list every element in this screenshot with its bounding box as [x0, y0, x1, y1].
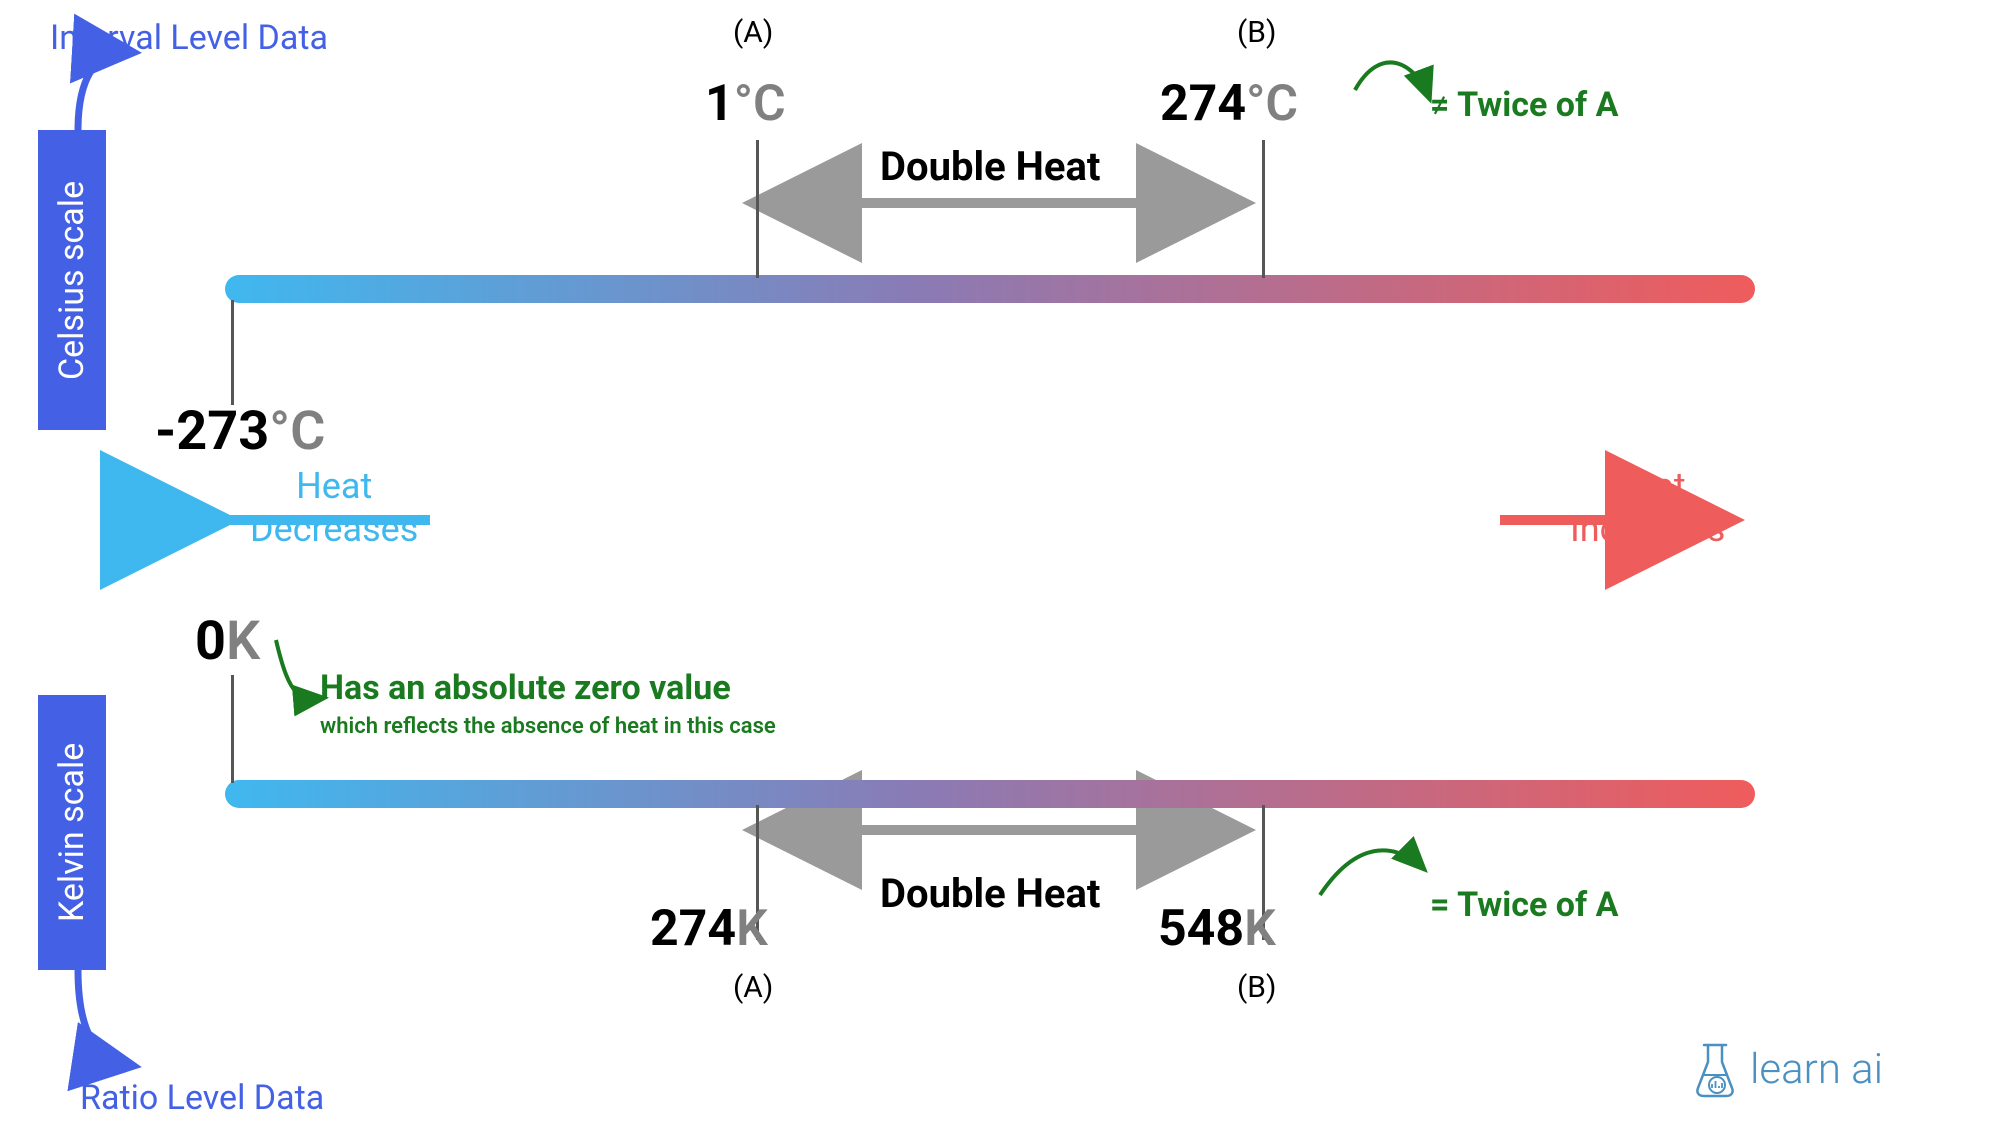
celsius-start-unit: °C: [269, 400, 325, 463]
heat-dec-l1: Heat: [296, 465, 372, 507]
kelvin-gradient-bar: [225, 780, 1755, 808]
kelvin-a-num: 274: [650, 900, 736, 958]
heat-inc-l1: Heat: [1610, 465, 1686, 507]
neq-symbol: ≠: [1430, 85, 1450, 125]
celsius-a-label: 1°C: [705, 75, 786, 133]
kelvin-twice-annot: = Twice of A: [1430, 885, 1618, 925]
celsius-start-label: -273°C: [155, 400, 325, 463]
flask-icon: [1690, 1040, 1740, 1098]
celsius-gradient-bar: [225, 275, 1755, 303]
celsius-start-tick: [231, 300, 234, 405]
zero-annot-l2: which reflects the absence of heat in th…: [320, 714, 776, 739]
eq-symbol: =: [1430, 885, 1450, 925]
celsius-a-tick: [756, 140, 759, 278]
kelvin-start-tick: [231, 675, 234, 783]
kelvin-start-num: 0: [195, 610, 226, 673]
heat-increases: Heat Increases: [1570, 465, 1725, 551]
celsius-start-num: -273: [155, 400, 269, 463]
celsius-a-unit: °C: [734, 75, 786, 133]
kelvin-b-unit: K: [1244, 900, 1276, 958]
kelvin-b-num: 548: [1158, 900, 1244, 958]
celsius-b-num: 274: [1160, 75, 1246, 133]
kelvin-b-label: 548K: [1158, 900, 1276, 958]
kelvin-a-label: 274K: [650, 900, 768, 958]
heat-decreases: Heat Decreases: [250, 465, 418, 551]
ratio-level-label: Ratio Level Data: [80, 1078, 324, 1118]
kelvin-scale-box: Kelvin scale: [38, 695, 106, 970]
kelvin-a-paren: (A): [733, 970, 773, 1005]
celsius-double-heat: Double Heat: [880, 143, 1100, 190]
heat-inc-l2: Increases: [1570, 508, 1725, 550]
celsius-b-label: 274°C: [1160, 75, 1298, 133]
interval-level-label: Interval Level Data: [50, 18, 328, 58]
logo-text: learn ai: [1750, 1045, 1883, 1094]
zero-annot-l1: Has an absolute zero value: [320, 668, 776, 708]
kelvin-double-heat: Double Heat: [880, 870, 1100, 917]
celsius-scale-box: Celsius scale: [38, 130, 106, 430]
celsius-annot-text: Twice of A: [1450, 85, 1619, 125]
celsius-twice-annot: ≠ Twice of A: [1430, 85, 1618, 125]
kelvin-annot-text: Twice of A: [1450, 885, 1619, 925]
kelvin-b-paren: (B): [1237, 970, 1276, 1005]
kelvin-a-unit: K: [736, 900, 768, 958]
celsius-a-num: 1: [705, 75, 734, 133]
celsius-b-tick: [1262, 140, 1265, 278]
learnai-logo: learn ai: [1690, 1040, 1883, 1098]
celsius-b-paren: (B): [1237, 15, 1276, 50]
kelvin-start-unit: K: [226, 610, 260, 673]
celsius-a-paren: (A): [733, 15, 773, 50]
heat-dec-l2: Decreases: [250, 508, 418, 550]
kelvin-zero-annot: Has an absolute zero value which reflect…: [320, 668, 776, 739]
celsius-b-unit: °C: [1246, 75, 1298, 133]
kelvin-start-label: 0K: [195, 610, 260, 673]
